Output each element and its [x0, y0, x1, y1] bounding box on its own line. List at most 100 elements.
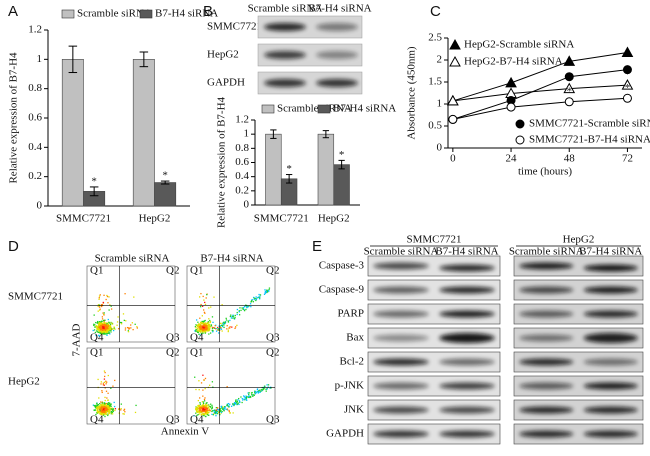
legend-label: B7-H4 siRNA: [333, 103, 396, 115]
event-dot: [110, 329, 112, 331]
event-dot: [97, 322, 100, 324]
event-dot: [230, 317, 233, 319]
event-dot: [201, 327, 203, 330]
event-dot: [256, 390, 259, 393]
marker: [563, 55, 576, 66]
event-dot: [209, 332, 212, 334]
row-label: JNK: [344, 404, 364, 416]
event-dot: [199, 397, 201, 399]
event-dot: [97, 320, 99, 323]
event-dot: [98, 334, 100, 337]
event-dot: [200, 326, 203, 328]
event-dot: [226, 404, 229, 406]
event-dot: [237, 399, 239, 401]
event-dot: [209, 384, 211, 386]
event-dot: [113, 326, 115, 328]
event-dot: [103, 333, 105, 335]
event-dot: [109, 329, 111, 332]
row-label: SMMC7721: [207, 21, 262, 33]
event-dot: [202, 414, 205, 417]
event-dot: [200, 332, 203, 335]
event-dot: [208, 404, 210, 406]
event-dot: [222, 407, 224, 409]
event-dot: [104, 329, 107, 331]
event-dot: [210, 408, 213, 410]
event-dot: [217, 326, 219, 329]
event-dot: [195, 324, 197, 326]
event-dot: [207, 329, 209, 331]
event-dot: [198, 380, 200, 382]
y-tick-label: 0.5: [428, 120, 442, 132]
event-dot: [105, 390, 108, 392]
event-dot: [249, 395, 252, 398]
blot-band: [519, 286, 574, 294]
event-dot: [203, 404, 206, 407]
event-dot: [102, 319, 105, 322]
event-dot: [101, 332, 103, 334]
event-dot: [107, 392, 109, 394]
event-dot: [262, 388, 265, 390]
event-dot: [106, 325, 108, 328]
event-dot: [99, 408, 101, 410]
event-dot: [104, 331, 106, 333]
event-dot: [198, 410, 200, 412]
event-dot: [201, 401, 204, 403]
event-dot: [204, 319, 206, 322]
event-dot: [219, 328, 221, 330]
event-dot: [98, 298, 100, 300]
event-dot: [98, 397, 100, 399]
event-dot: [210, 324, 212, 326]
event-dot: [232, 317, 234, 319]
event-dot: [206, 407, 208, 410]
row-label: HepG2: [207, 49, 239, 61]
axis-title: Annexin V: [161, 426, 209, 438]
event-dot: [229, 326, 231, 328]
event-dot: [249, 396, 251, 399]
event-dot: [219, 409, 221, 411]
event-dot: [106, 294, 108, 297]
event-dot: [225, 319, 228, 321]
event-dot: [102, 330, 104, 332]
event-dot: [101, 329, 104, 331]
event-dot: [241, 397, 243, 400]
event-dot: [263, 293, 266, 296]
event-dot: [96, 328, 98, 331]
event-dot: [215, 328, 217, 330]
event-dot: [217, 410, 219, 412]
event-dot: [107, 403, 109, 406]
y-tick-label: 1: [437, 98, 443, 110]
row-label: p-JNK: [335, 380, 364, 392]
event-dot: [107, 413, 110, 415]
event-dot: [195, 388, 197, 391]
event-dot: [214, 327, 216, 329]
event-dot: [103, 327, 105, 330]
event-dot: [98, 306, 101, 308]
x-tick-label: 72: [622, 153, 633, 165]
event-dot: [245, 398, 248, 400]
event-dot: [97, 325, 99, 328]
event-dot: [100, 411, 103, 414]
event-dot: [222, 408, 225, 411]
blot-background: [367, 399, 501, 421]
event-dot: [103, 410, 105, 413]
event-dot: [136, 326, 138, 328]
event-dot: [236, 308, 239, 311]
event-dot: [123, 408, 126, 410]
event-dot: [201, 407, 204, 410]
axis-title: 7-AAD: [71, 323, 83, 356]
event-dot: [195, 319, 198, 321]
event-dot: [220, 324, 222, 327]
event-dot: [195, 329, 197, 331]
blot-background: [513, 303, 644, 325]
event-dot: [199, 334, 201, 336]
event-dot: [103, 402, 106, 404]
significance-star: *: [286, 163, 292, 175]
event-dot: [196, 409, 198, 411]
legend-label: HepG2-B7-H4 siRNA: [464, 56, 563, 68]
event-dot: [255, 298, 258, 301]
event-dot: [223, 321, 225, 324]
event-dot: [104, 405, 106, 408]
event-dot: [107, 374, 109, 377]
event-dot: [108, 412, 110, 414]
